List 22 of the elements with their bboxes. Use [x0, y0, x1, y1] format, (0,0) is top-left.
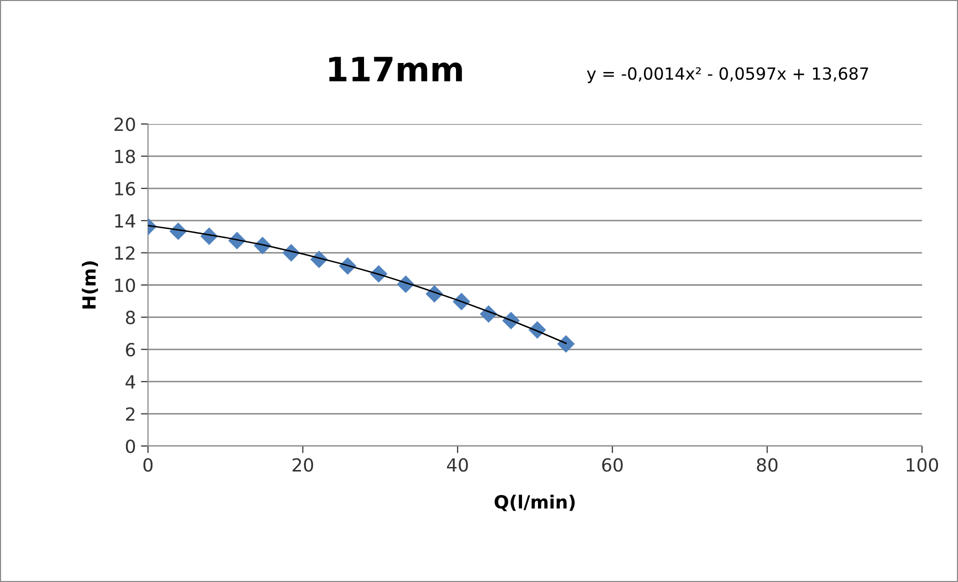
y-tick-label: 2: [126, 407, 134, 421]
x-tick-label: 40: [446, 458, 468, 472]
x-tick-label: 20: [292, 458, 314, 472]
chart-title: 117mm: [329, 56, 462, 82]
text: y = -0,0014x² - 0,0597x + 13,687: [587, 67, 868, 84]
y-tick-label: 16: [115, 182, 136, 196]
y-tick-label: 10: [115, 278, 135, 292]
x-tick-label: 60: [602, 458, 623, 472]
y-tick-label: 20: [114, 117, 135, 132]
y-tick-label: 8: [126, 310, 135, 324]
y-tick-label: 0: [126, 439, 135, 454]
point: [557, 335, 575, 353]
y-tick-label: 4: [126, 375, 136, 388]
y-tick-label: 14: [115, 214, 136, 228]
x-axis-title: Q(l/min): [494, 494, 575, 512]
x-tick-label: 100: [906, 458, 938, 472]
x-tick-label: 80: [756, 458, 778, 472]
y-tick-label: 12: [115, 246, 134, 260]
x-tick-label: 0: [143, 458, 153, 472]
y-tick-label: 6: [126, 342, 136, 357]
y-axis-title: H(m): [82, 261, 98, 309]
y-tick-label: 18: [115, 150, 135, 164]
